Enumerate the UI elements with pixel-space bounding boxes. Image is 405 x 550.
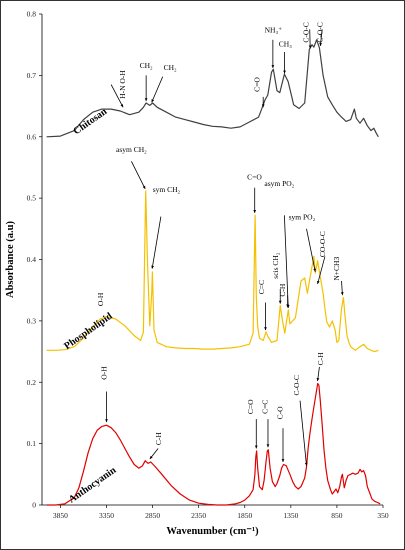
series-label-chitosan: Chitosan bbox=[71, 106, 109, 137]
annotation-arrowhead bbox=[142, 185, 146, 189]
y-tick-label: 0.3 bbox=[27, 316, 37, 325]
annotation-label: C=O bbox=[246, 399, 255, 414]
annotation-label: CO-O-C bbox=[318, 231, 327, 257]
annotation-arrow bbox=[317, 256, 326, 285]
annotation-arrow bbox=[151, 216, 162, 269]
annotation-arrowhead bbox=[316, 280, 320, 285]
annotation-arrowhead bbox=[340, 292, 344, 296]
x-tick-label: 2350 bbox=[191, 511, 206, 520]
annotation-arrowhead bbox=[149, 455, 153, 459]
annotation-label: C-H bbox=[278, 283, 287, 297]
series-line-anthocyanin bbox=[46, 382, 381, 506]
annotation-label: C-O bbox=[276, 406, 285, 420]
y-tick-label: 0 bbox=[32, 501, 36, 510]
annotation-label: CH₂ bbox=[140, 61, 153, 70]
annotation-layer: H-N O-H CH₂ CH₂ C=O NH₃⁺ CH₃ C-O-C C-O-C asym CH… bbox=[96, 22, 344, 466]
x-tick-label: 2850 bbox=[145, 511, 160, 520]
annotation-label: C-O-C bbox=[301, 22, 310, 42]
series-label-phospholipid: Phospholipid bbox=[62, 311, 115, 352]
annotation-arrowhead bbox=[281, 459, 285, 463]
annotation-label: H-N O-H bbox=[118, 70, 127, 99]
x-tick-label: 3850 bbox=[53, 511, 68, 520]
annotation-label: C-H bbox=[154, 432, 163, 446]
y-tick-label: 0.5 bbox=[27, 194, 37, 203]
annotation-arrowhead bbox=[151, 99, 155, 103]
annotation-arrowhead bbox=[271, 65, 275, 69]
annotation-label: C=C bbox=[260, 400, 269, 414]
annotation-label: CH₂ bbox=[164, 63, 177, 72]
annotation-arrowhead bbox=[105, 419, 108, 423]
annotation-label: CH₃ bbox=[279, 40, 292, 49]
annotation-arrowhead bbox=[313, 268, 317, 272]
annotation-arrowhead bbox=[286, 304, 290, 308]
annotation-label: C=O bbox=[253, 77, 262, 92]
annotation-label: C-O-C bbox=[292, 375, 301, 395]
x-tick-label: 3350 bbox=[99, 511, 114, 520]
x-tick-label: 350 bbox=[377, 511, 389, 520]
annotation-label: asym PO₂ bbox=[264, 179, 294, 188]
annotation-arrowhead bbox=[278, 300, 282, 304]
axes: 0 0.1 0.2 0.3 0.4 0.5 0.6 0.7 0.8 3850 3350 2850 235… bbox=[27, 10, 389, 521]
series-line-phospholipid bbox=[46, 190, 379, 353]
annotation-arrow bbox=[283, 215, 289, 309]
annotation-label: N+CH3 bbox=[332, 257, 341, 281]
annotation-label: O-H bbox=[96, 292, 105, 306]
annotation-arrowhead bbox=[144, 98, 148, 102]
annotation-label: NH₃⁺ bbox=[265, 25, 282, 34]
annotation-arrowhead bbox=[254, 445, 258, 449]
x-tick-label: 850 bbox=[331, 511, 343, 520]
annotation-label: C=C bbox=[257, 280, 266, 294]
annotation-arrowhead bbox=[261, 104, 265, 108]
x-tick-label: 1350 bbox=[283, 511, 298, 520]
series-line-chitosan bbox=[46, 39, 379, 138]
annotation-arrowhead bbox=[283, 70, 286, 74]
y-tick-label: 0.6 bbox=[27, 132, 37, 141]
annotation-label: scis CH₂ bbox=[271, 252, 280, 279]
series-layer: Chitosan Phospholipid Anthocyanin bbox=[46, 39, 381, 506]
annotation-arrowhead bbox=[264, 327, 267, 331]
y-axis-title: Absorbance (a.u) bbox=[5, 221, 16, 299]
annotation-label: O-H bbox=[100, 366, 109, 380]
annotation-arrow bbox=[306, 228, 316, 272]
y-tick-label: 0.8 bbox=[27, 10, 37, 19]
x-tick-label: 1850 bbox=[237, 511, 252, 520]
annotation-arrowhead bbox=[151, 265, 154, 269]
annotation-label: sym PO₂ bbox=[289, 213, 316, 222]
y-tick-label: 0.1 bbox=[27, 439, 37, 448]
y-tick-label: 0.7 bbox=[27, 71, 37, 80]
annotation-arrowhead bbox=[319, 42, 323, 46]
annotation-arrowhead bbox=[266, 444, 270, 448]
annotation-label: C=O bbox=[247, 173, 262, 182]
annotation-arrow bbox=[299, 400, 307, 466]
y-tick-label: 0.4 bbox=[27, 255, 37, 264]
annotation-arrow bbox=[151, 76, 164, 103]
x-axis-title: Wavenumber (cm⁻¹) bbox=[166, 526, 259, 537]
annotation-arrowhead bbox=[253, 209, 257, 213]
annotation-label: C-O-C bbox=[316, 22, 325, 42]
annotation-arrow bbox=[110, 84, 124, 108]
annotation-arrowhead bbox=[316, 377, 320, 382]
annotation-label: C-H bbox=[316, 352, 325, 366]
y-tick-label: 0.2 bbox=[27, 378, 37, 387]
annotation-arrowhead bbox=[308, 45, 312, 49]
annotation-label: asym CH₂ bbox=[116, 145, 147, 154]
annotation-label: sym CH₂ bbox=[153, 185, 181, 194]
annotation-arrowhead bbox=[120, 104, 124, 108]
annotation-arrowhead bbox=[304, 462, 308, 466]
series-label-anthocyanin: Anthocyanin bbox=[67, 465, 119, 506]
annotation-arrow bbox=[131, 161, 146, 190]
